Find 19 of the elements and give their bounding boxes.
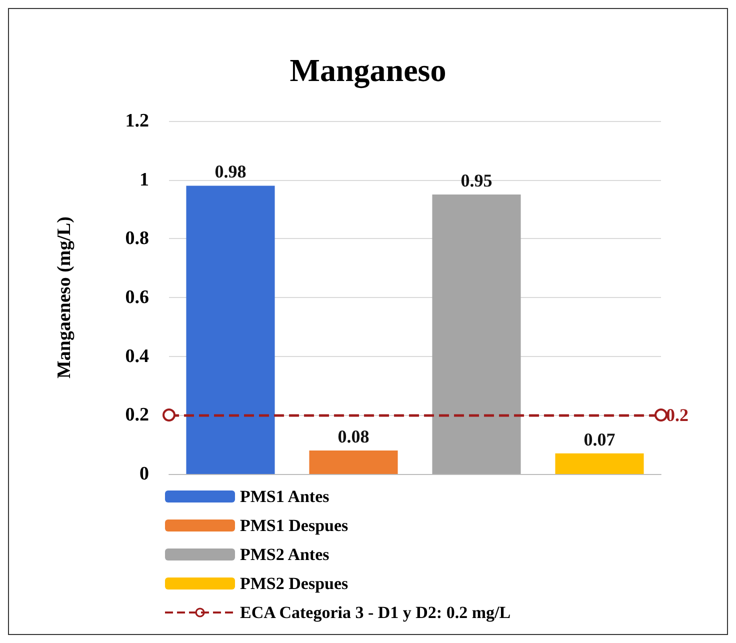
y-tick-label: 1 — [140, 169, 149, 190]
y-tick-label: 1.2 — [125, 110, 149, 132]
data-label: 0.07 — [584, 429, 616, 450]
y-tick-label: 0 — [140, 464, 149, 484]
legend-label: PMS2 Antes — [240, 545, 330, 564]
y-tick-label: 0.8 — [125, 228, 149, 250]
data-label: 0.08 — [338, 426, 370, 446]
chart-title: Manganeso — [290, 52, 446, 89]
y-tick-label: 0.2 — [125, 404, 149, 426]
text: 0.2 — [666, 405, 688, 426]
y-tick-label: 0.4 — [125, 346, 150, 367]
legend-label: PMS2 Despues — [240, 574, 349, 593]
y-tick-label: 0.6 — [125, 287, 149, 308]
legend-label: PMS1 Despues — [240, 516, 349, 535]
legend-label: ECA Categoria 3 - D1 y D2: 0.2 mg/L — [240, 603, 511, 622]
y-axis-title: Mangaeneso (mg/L) — [54, 216, 75, 379]
data-label: 0.98 — [214, 162, 246, 182]
data-label: 0.95 — [460, 170, 492, 191]
legend-label: PMS1 Antes — [240, 487, 330, 506]
